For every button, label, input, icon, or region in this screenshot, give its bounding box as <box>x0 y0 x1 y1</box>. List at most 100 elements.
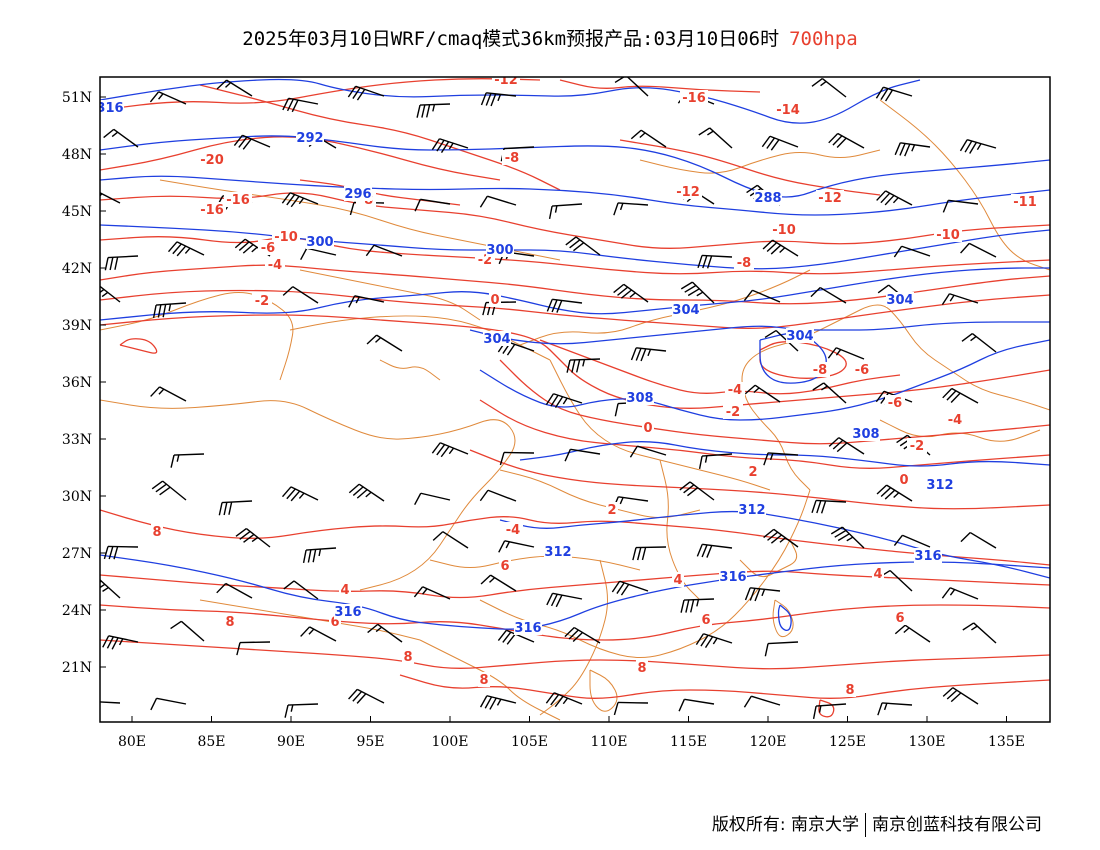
temperature-contour <box>100 314 1050 409</box>
contour-label: 316 <box>334 605 361 620</box>
contour-label: 6 <box>500 559 509 574</box>
label-mask <box>272 229 300 244</box>
wind-barb-icon <box>149 91 187 105</box>
temperature-contour-labels: -12-16-14-20-16-8-8-12-12-11-16-10-6-4-2… <box>151 77 1039 698</box>
wind-barb-icon <box>348 688 385 704</box>
wind-barb-icon <box>479 695 517 710</box>
wind-barb-icon <box>167 241 205 257</box>
temperature-contour <box>818 699 835 718</box>
wind-barb-icon <box>103 545 139 560</box>
wind-barb-icon <box>894 624 931 643</box>
temperature-contour <box>100 509 1050 566</box>
wind-barb-icon <box>545 393 583 408</box>
lon-tick-label: 100E <box>432 734 469 750</box>
wind-barb-icon <box>432 531 469 549</box>
label-mask <box>306 234 334 249</box>
copyright-footer: 版权所有: 南京大学 南京创蓝科技有限公司 <box>712 810 1042 837</box>
wind-barb-icon <box>103 128 139 148</box>
wind-barb-icon <box>630 129 667 148</box>
contour-label: 6 <box>330 615 339 630</box>
boundary-line <box>741 319 841 491</box>
contour-label: 304 <box>886 293 913 308</box>
wind-barb-icon <box>961 332 997 353</box>
label-mask <box>606 502 618 517</box>
temperature-contour <box>100 78 541 111</box>
contour-label: 0 <box>643 421 652 436</box>
contour-label: 312 <box>738 503 765 518</box>
boundary-line <box>299 269 481 321</box>
wind-barb-icon <box>282 286 319 304</box>
wind-barb-icon <box>365 244 403 257</box>
wind-barb-icon <box>479 489 517 502</box>
wind-barb-icon <box>413 586 451 600</box>
wind-barb-icon <box>696 543 733 558</box>
wind-barb-icon <box>812 382 847 404</box>
wind-barb-icon <box>282 97 319 113</box>
height-contour <box>100 224 1050 270</box>
wind-barb-icon <box>894 142 931 157</box>
contour-label: 312 <box>926 478 953 493</box>
wind-barb-icon <box>431 442 469 458</box>
label-mask <box>770 222 798 237</box>
lat-tick-label: 24N <box>62 603 92 619</box>
label-mask <box>265 257 285 272</box>
label-mask <box>898 472 910 487</box>
boundary-line <box>549 359 771 491</box>
wind-barb-icon <box>962 622 997 644</box>
wind-barb-icon <box>828 132 865 149</box>
label-mask <box>754 190 782 205</box>
temperature-contour <box>119 338 158 354</box>
label-mask <box>224 192 252 207</box>
height-contour <box>100 175 1050 216</box>
contour-label: -4 <box>948 413 962 428</box>
label-mask <box>252 293 272 308</box>
contour-label: 8 <box>479 673 488 688</box>
temperature-contour <box>100 604 1050 641</box>
contour-label: -4 <box>728 383 742 398</box>
contour-label: -4 <box>268 258 282 273</box>
label-mask <box>747 464 759 479</box>
contour-label: -6 <box>855 363 869 378</box>
wind-barb-icon <box>100 701 121 704</box>
contour-label: 8 <box>637 661 646 676</box>
label-mask <box>816 190 844 205</box>
contour-label: -16 <box>226 193 250 208</box>
wind-barb-icon <box>810 286 847 304</box>
label-mask <box>945 412 965 427</box>
label-mask <box>700 612 712 627</box>
label-mask <box>514 620 542 635</box>
label-mask <box>674 184 702 199</box>
temperature-contour <box>100 264 1050 305</box>
height-contour-labels: 2882922963003003043043043043083083123123… <box>100 100 954 636</box>
label-mask <box>786 328 814 343</box>
boundary-line <box>100 399 516 591</box>
label-mask <box>151 524 163 539</box>
wind-barb-icon <box>942 687 979 705</box>
lat-tick-label: 21N <box>62 660 92 676</box>
temperature-contour <box>469 449 1050 510</box>
lat-tick-label: 39N <box>62 318 92 334</box>
wind-barb-icon <box>698 453 733 469</box>
wind-barb-icon <box>877 702 913 716</box>
wind-barb-icon <box>479 195 517 208</box>
label-mask <box>723 404 743 419</box>
lon-tick-label: 95E <box>356 734 384 750</box>
temperature-contour <box>399 674 1050 699</box>
lon-tick-label: 135E <box>988 734 1025 750</box>
label-mask <box>503 522 523 537</box>
wind-barb-icon <box>613 283 649 303</box>
wind-barb-icon <box>216 79 253 97</box>
height-contours <box>100 78 1050 631</box>
wind-barb-icon <box>283 580 319 600</box>
contour-label: 8 <box>403 650 412 665</box>
contour-label: 8 <box>152 525 161 540</box>
wind-barb-icon <box>480 574 517 592</box>
contour-label: 0 <box>490 293 499 308</box>
label-mask <box>738 502 766 517</box>
temperature-contour <box>559 79 761 93</box>
wind-barb-icon <box>152 302 187 318</box>
title-text: 2025年03月10日WRF/cmaq模式36km预报产品:03月10日06时 <box>242 28 780 50</box>
wind-barb-icon <box>546 592 583 608</box>
wind-barb-icon <box>827 347 865 360</box>
wind-barb-icon <box>941 587 979 600</box>
